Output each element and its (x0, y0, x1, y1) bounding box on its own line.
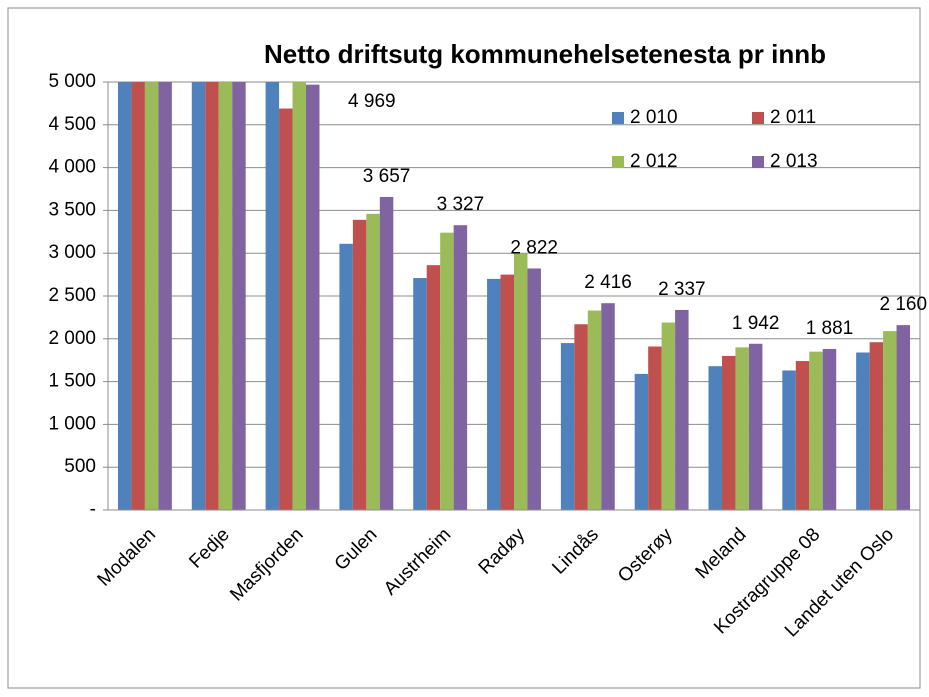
bar (232, 82, 246, 510)
bar (306, 84, 320, 510)
bar (648, 346, 662, 510)
legend-label: 2 012 (630, 151, 678, 172)
data-label: 2 160 (880, 294, 928, 315)
y-tick-label: 4 000 (48, 157, 96, 178)
bar (601, 303, 615, 510)
data-label: 3 327 (437, 194, 485, 215)
bar (675, 309, 689, 510)
bar (735, 347, 749, 510)
bar (896, 325, 911, 510)
legend-swatch (612, 156, 624, 168)
y-tick-label: 2 000 (48, 328, 96, 349)
data-label: 3 657 (363, 166, 411, 187)
bar (191, 82, 206, 510)
bar (265, 82, 280, 510)
data-label: 1 942 (732, 313, 780, 334)
y-tick-label: 5 000 (48, 71, 96, 92)
bar (782, 370, 796, 510)
legend-swatch (612, 112, 624, 124)
bar (205, 82, 219, 510)
y-tick-label: 1 500 (48, 371, 96, 392)
bar (514, 253, 528, 510)
bar (379, 196, 394, 510)
bar (440, 232, 454, 510)
bar (144, 82, 159, 510)
bar (453, 225, 468, 510)
legend-swatch (752, 112, 764, 124)
bar (292, 82, 307, 510)
bar (587, 310, 602, 510)
data-label: 2 822 (510, 237, 558, 258)
bar (708, 366, 722, 510)
data-label: 1 881 (806, 318, 854, 339)
legend-label: 2 010 (630, 107, 678, 128)
bar (218, 82, 233, 510)
legend-label: 2 011 (770, 107, 816, 128)
bar (487, 278, 501, 510)
bar (131, 82, 145, 510)
bar (869, 342, 884, 510)
bar (634, 373, 649, 510)
bar (279, 108, 293, 510)
y-tick-label: 4 500 (48, 114, 96, 135)
bar (560, 343, 575, 510)
data-label: 2 416 (584, 272, 632, 293)
bar (366, 213, 380, 510)
chart-title: Netto driftsutg kommunehelsetenesta pr i… (264, 39, 826, 69)
bar (721, 355, 736, 510)
y-tick-label: 1 000 (48, 413, 96, 434)
y-tick-label: 500 (64, 456, 96, 477)
bar (822, 348, 837, 510)
bar (426, 265, 441, 510)
bar (795, 361, 810, 510)
y-tick-label: 3 000 (48, 242, 96, 263)
data-label: 2 337 (658, 279, 706, 300)
bar (574, 324, 588, 510)
legend-label: 2 013 (770, 151, 818, 172)
y-tick-label: - (90, 499, 96, 520)
bar (500, 274, 514, 510)
y-tick-label: 2 500 (48, 285, 96, 306)
bar (883, 331, 897, 510)
bar (352, 219, 367, 510)
bar (413, 278, 427, 510)
bar (809, 351, 823, 510)
bars (117, 82, 911, 510)
bar (748, 343, 763, 510)
legend-swatch (752, 156, 764, 168)
bar (527, 268, 541, 510)
data-label: 4 969 (348, 91, 396, 112)
bar (158, 82, 172, 510)
bar (856, 352, 870, 510)
bar (117, 82, 132, 510)
y-tick-label: 3 500 (48, 199, 96, 220)
bar (661, 322, 676, 510)
bar (339, 243, 353, 510)
